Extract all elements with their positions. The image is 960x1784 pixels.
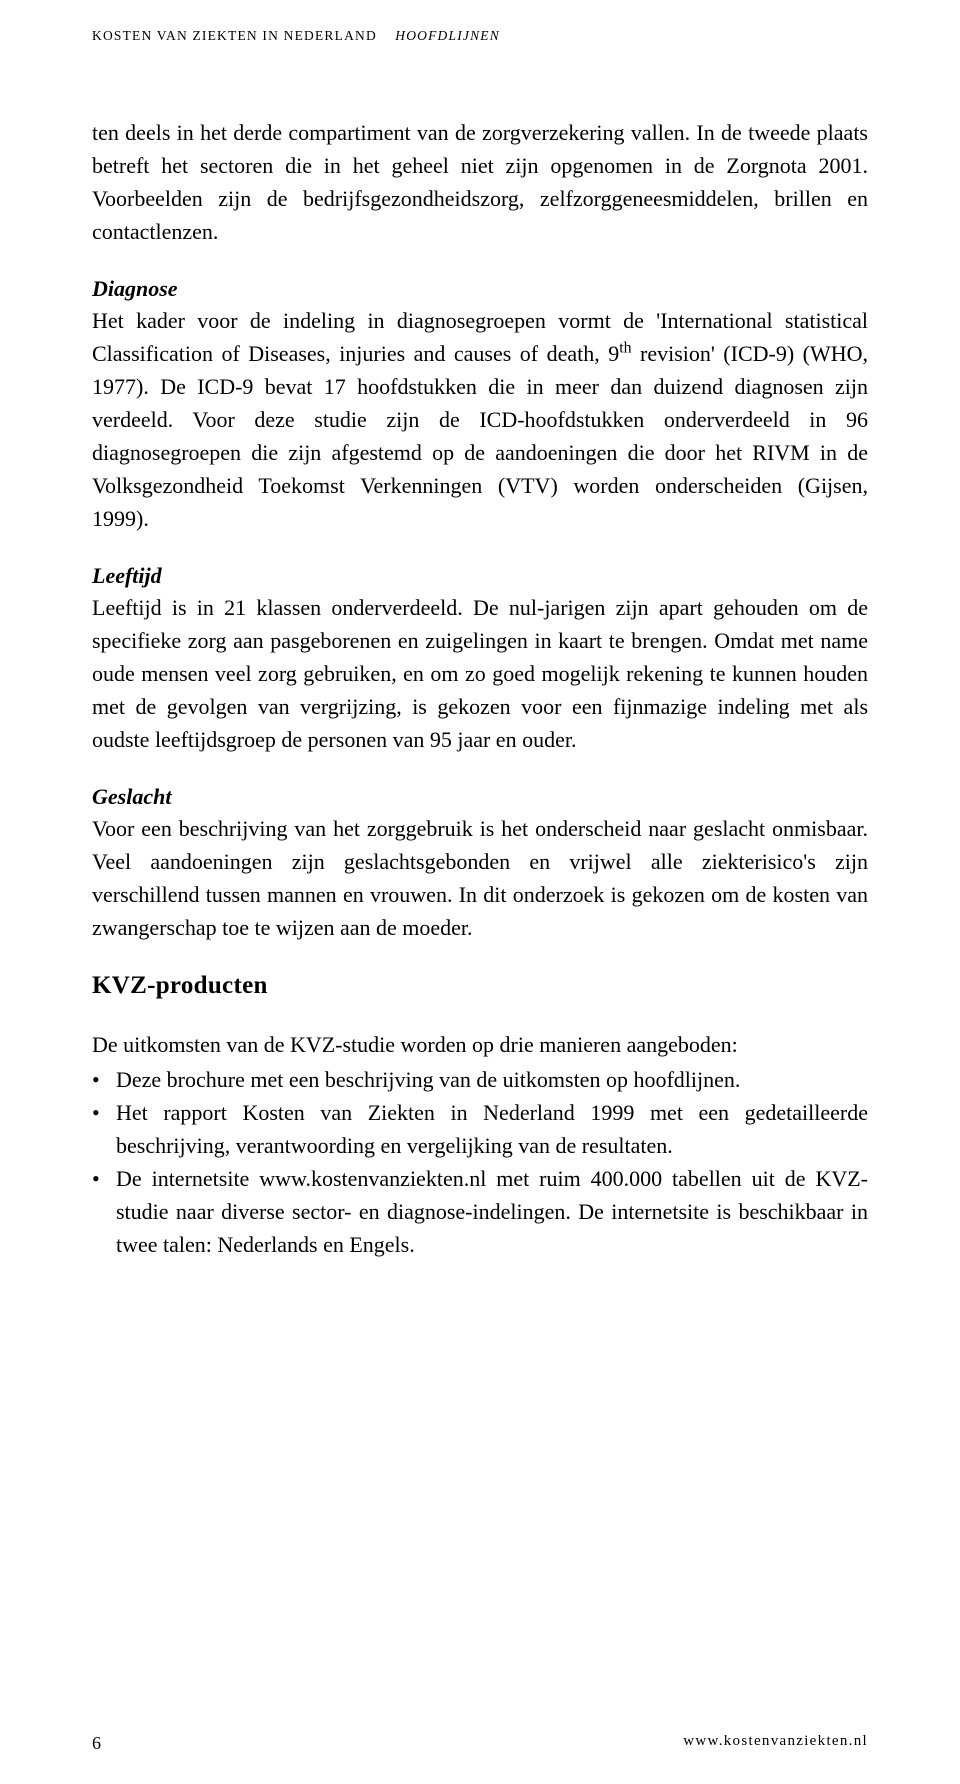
header-title: KOSTEN VAN ZIEKTEN IN NEDERLAND — [92, 28, 377, 43]
list-item: Het rapport Kosten van Ziekten in Nederl… — [92, 1096, 868, 1162]
diagnose-heading: Diagnose — [92, 276, 868, 302]
geslacht-paragraph: Voor een beschrijving van het zorggebrui… — [92, 812, 868, 944]
footer-url: www.kostenvanziekten.nl — [683, 1733, 868, 1754]
geslacht-heading: Geslacht — [92, 784, 868, 810]
kvz-list: Deze brochure met een beschrijving van d… — [92, 1063, 868, 1261]
diagnose-sup: th — [619, 340, 631, 357]
list-item: Deze brochure met een beschrijving van d… — [92, 1063, 868, 1096]
page-number: 6 — [92, 1733, 101, 1754]
page-footer: 6 www.kostenvanziekten.nl — [92, 1733, 868, 1754]
diagnose-paragraph: Het kader voor de indeling in diagnosegr… — [92, 304, 868, 535]
intro-paragraph: ten deels in het derde compartiment van … — [92, 116, 868, 248]
leeftijd-heading: Leeftijd — [92, 563, 868, 589]
leeftijd-paragraph: Leeftijd is in 21 klassen onderverdeeld.… — [92, 591, 868, 756]
diagnose-text-b: revision' (ICD-9) (WHO, 1977). De ICD-9 … — [92, 341, 868, 531]
kvz-heading: KVZ-producten — [92, 972, 868, 1000]
list-item: De internetsite www.kostenvanziekten.nl … — [92, 1162, 868, 1261]
kvz-intro: De uitkomsten van de KVZ-studie worden o… — [92, 1028, 868, 1061]
header-subtitle: HOOFDLIJNEN — [395, 28, 500, 43]
running-header: KOSTEN VAN ZIEKTEN IN NEDERLAND HOOFDLIJ… — [92, 28, 868, 44]
